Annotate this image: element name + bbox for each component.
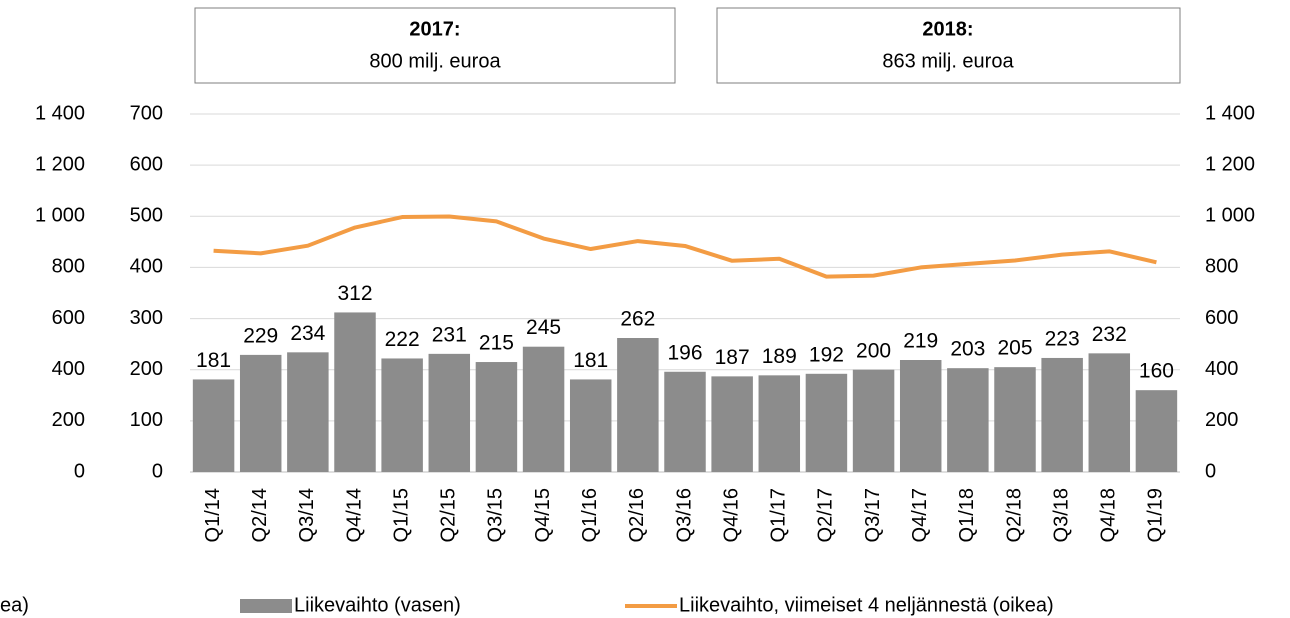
bar [1135,390,1178,472]
legend-label: Liikevaihto, viimeiset 4 neljännestä (oi… [679,594,1054,616]
bar [664,371,706,472]
x-tick-label: Q4/15 [532,488,554,542]
x-tick-label: Q1/19 [1145,488,1167,542]
value-label: 187 [715,346,750,369]
x-tick-label: Q2/18 [1003,488,1025,542]
bar [381,358,423,472]
y2-tick-label: 200 [1205,409,1238,431]
x-tick-label: Q3/18 [1050,488,1072,542]
y3-tick-label: 200 [52,409,85,431]
x-tick-label: Q2/17 [815,488,837,542]
y-tick-label: 0 [152,460,163,482]
value-label: 232 [1092,323,1127,346]
value-label: 215 [479,332,514,355]
bar [994,367,1036,472]
value-label: 222 [385,328,420,351]
y-tick-label: 700 [130,102,163,124]
legend-swatch [240,599,292,613]
y-tick-label: 300 [130,307,163,329]
y2-tick-label: 600 [1205,307,1238,329]
y3-tick-label: 400 [52,358,85,380]
y-tick-label: 500 [130,205,163,227]
x-tick-label: Q1/18 [956,488,978,542]
y2-tick-label: 400 [1205,358,1238,380]
y3-tick-label: 800 [52,256,85,278]
annotation-title: 2017: [409,18,460,40]
value-label: 219 [903,330,938,353]
y2-tick-label: 1 000 [1205,205,1255,227]
bar [522,346,565,472]
x-tick-label: Q3/14 [296,488,318,542]
bar [428,353,471,472]
x-tick-label: Q1/16 [579,488,601,542]
bar [947,368,989,472]
bar [899,359,942,472]
value-label: 181 [196,349,231,372]
value-label: 160 [1139,360,1174,383]
bar [617,338,659,472]
bar [1088,353,1131,472]
bar [1041,357,1083,472]
annotation-box [716,7,1181,84]
bar [569,379,612,472]
value-label: 245 [526,316,561,339]
y2-tick-label: 1 200 [1205,153,1255,175]
bar [287,352,329,472]
value-label: 312 [337,282,372,305]
value-label: 189 [762,345,797,368]
x-tick-label: Q2/14 [249,488,271,542]
y-tick-label: 100 [130,409,163,431]
x-tick-label: Q4/18 [1098,488,1120,542]
bar [852,369,895,472]
value-label: 196 [667,341,702,364]
x-tick-label: Q1/17 [768,488,790,542]
x-tick-label: Q3/15 [485,488,507,542]
annotation-title: 2018: [922,18,973,40]
y-tick-label: 600 [130,153,163,175]
value-label: 192 [809,343,844,366]
cropped-legend-text: ea) [0,594,29,616]
value-label: 229 [243,324,278,347]
x-tick-label: Q1/14 [202,488,224,542]
bar [805,373,848,472]
y3-tick-label: 1 000 [35,205,85,227]
x-tick-label: Q1/15 [390,488,412,542]
value-label: 231 [432,323,467,346]
y3-tick-label: 1 400 [35,102,85,124]
x-tick-label: Q2/16 [626,488,648,542]
value-label: 205 [997,337,1032,360]
line [213,214,1157,279]
annotation-box [194,7,676,84]
y2-tick-label: 1 400 [1205,102,1255,124]
bar [239,354,282,472]
bar [334,312,376,472]
x-tick-label: Q4/16 [720,488,742,542]
y3-tick-label: 600 [52,307,85,329]
value-label: 203 [950,338,985,361]
x-tick-label: Q3/16 [673,488,695,542]
y-tick-label: 400 [130,256,163,278]
legend-label: Liikevaihto (vasen) [294,594,461,616]
y3-tick-label: 1 200 [35,153,85,175]
value-label: 223 [1045,327,1080,350]
bar [475,362,518,472]
x-tick-label: Q2/15 [438,488,460,542]
value-label: 200 [856,339,891,362]
bar [711,376,753,472]
y-tick-label: 200 [130,358,163,380]
y2-tick-label: 800 [1205,256,1238,278]
x-tick-label: Q4/14 [343,488,365,542]
annotation-text: 800 milj. euroa [369,50,501,72]
bar [192,379,235,472]
y2-tick-label: 0 [1205,460,1216,482]
value-label: 234 [290,322,325,345]
y3-tick-label: 0 [74,460,85,482]
x-tick-label: Q4/17 [909,488,931,542]
value-label: 262 [620,308,655,331]
annotation-text: 863 milj. euroa [882,50,1014,72]
bar [758,375,801,472]
value-label: 181 [573,349,608,372]
x-tick-label: Q3/17 [862,488,884,542]
